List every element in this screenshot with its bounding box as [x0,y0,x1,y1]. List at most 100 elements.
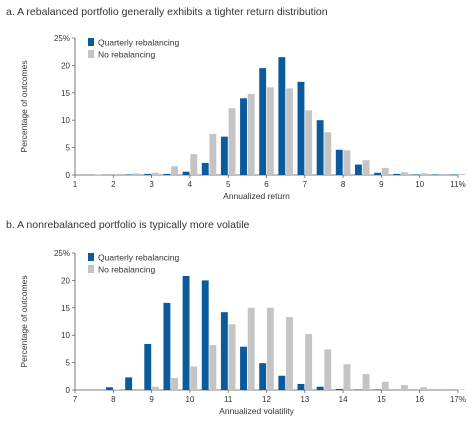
x-tick-label: 11% [450,180,465,189]
y-tick-label: 15 [61,89,70,98]
x-tick-label: 6 [264,180,269,189]
bar-no-rebalancing [151,172,159,175]
bar-quarterly-rebalancing [278,375,286,390]
bar-quarterly-rebalancing [182,276,190,390]
x-tick-label: 5 [226,180,231,189]
chart-title-b: b. A nonrebalanced portfolio is typicall… [6,219,250,231]
y-axis-label: Percentage of outcomes [19,60,29,152]
legend-label-no-rebalancing: No rebalancing [98,265,155,275]
x-tick-label: 17% [450,395,466,404]
bar-quarterly-rebalancing [144,343,152,390]
y-axis-label: Percentage of outcomes [19,275,29,367]
bar-quarterly-rebalancing [354,389,362,390]
y-tick-label: 5 [66,144,71,153]
bar-quarterly-rebalancing [182,171,190,175]
chart-a-svg: 25% 20 15 10 5 01 2 3 4 5 6 7 8 9 10 11% Annualized retu… [19,34,466,201]
bar-quarterly-rebalancing [220,312,228,390]
bar-no-rebalancing [439,388,447,390]
bar-no-rebalancing [420,173,427,175]
bar-no-rebalancing [439,173,447,175]
legend-label-no-rebalancing: No rebalancing [98,50,155,60]
bar-quarterly-rebalancing [259,363,267,390]
bar-no-rebalancing [190,154,198,175]
bar-no-rebalancing [171,377,179,390]
bar-quarterly-rebalancing [240,98,247,175]
bar-no-rebalancing [151,386,159,390]
chart-title-a: a. A rebalanced portfolio generally exhi… [6,6,328,18]
bar-no-rebalancing [228,324,236,390]
y-tick-label: 0 [66,386,71,395]
y-tick-label: 15 [61,304,70,313]
y-tick-label: 25% [54,249,70,258]
legend-label-quarterly: Quarterly rebalancing [98,38,180,48]
x-tick-label: 14 [339,395,348,404]
bar-quarterly-rebalancing [201,280,209,390]
bar-quarterly-rebalancing [220,136,228,175]
bar-no-rebalancing [247,307,255,390]
bar-no-rebalancing [400,385,408,390]
bar-quarterly-rebalancing [335,388,343,390]
y-tick-label: 10 [61,331,70,340]
bar-no-rebalancing [458,173,466,175]
bar-no-rebalancing [266,87,274,175]
bar-no-rebalancing [381,381,389,390]
bar-no-rebalancing [190,366,198,390]
bar-quarterly-rebalancing [125,174,133,175]
bar-no-rebalancing [209,345,217,390]
bar-no-rebalancing [171,166,179,175]
chart-b-svg: 25% 20 15 10 5 07 8 9 10 11 12 13 14 15 16 17% Annualize… [19,249,466,416]
x-axis-label: Annualized return [223,191,290,201]
y-tick-label: 25% [54,34,70,43]
bar-quarterly-rebalancing [106,387,113,390]
bar-quarterly-rebalancing [240,346,247,390]
bar-no-rebalancing [247,93,255,175]
x-tick-label: 9 [379,180,384,189]
bar-quarterly-rebalancing [316,120,324,175]
x-axis-label: Annualized volatility [219,406,294,416]
x-tick-label: 15 [377,395,386,404]
x-tick-label: 11 [224,395,233,404]
bar-quarterly-rebalancing [431,174,439,175]
x-tick-label: 10 [185,395,194,404]
bar-quarterly-rebalancing [125,377,133,390]
bar-no-rebalancing [209,133,217,175]
bar-quarterly-rebalancing [374,172,382,175]
bar-no-rebalancing [94,174,102,175]
bar-no-rebalancing [381,167,389,175]
bar-quarterly-rebalancing [354,164,362,175]
bar-no-rebalancing [458,389,466,390]
x-tick-label: 9 [149,395,154,404]
y-tick-label: 5 [66,359,71,368]
bar-no-rebalancing [305,110,313,175]
bar-quarterly-rebalancing [393,173,401,175]
bar-quarterly-rebalancing [335,149,343,175]
legend-swatch-quarterly [88,38,94,46]
x-tick-label: 12 [262,395,271,404]
x-tick-label: 16 [415,395,424,404]
bar-quarterly-rebalancing [297,383,305,390]
y-tick-label: 0 [66,171,71,180]
bar-no-rebalancing [420,387,427,390]
bar-no-rebalancing [286,317,293,390]
bar-quarterly-rebalancing [278,57,286,175]
bar-no-rebalancing [343,150,351,175]
legend-swatch-no-rebalancing [88,265,94,273]
x-tick-label: 10 [415,180,424,189]
x-tick-label: 8 [341,180,346,189]
y-tick-label: 20 [61,61,70,70]
x-tick-label: 3 [149,180,154,189]
x-tick-label: 1 [73,180,78,189]
bar-no-rebalancing [113,173,121,175]
legend-swatch-quarterly [88,253,94,261]
x-tick-label: 7 [73,395,78,404]
chart-panel-a: a. A rebalanced portfolio generally exhi… [6,6,466,201]
x-tick-label: 8 [111,395,116,404]
bar-quarterly-rebalancing [374,389,382,390]
bar-no-rebalancing [266,307,274,390]
bar-no-rebalancing [132,173,140,175]
x-tick-label: 2 [111,180,116,189]
bar-no-rebalancing [362,374,370,390]
x-tick-label: 4 [188,180,193,189]
bar-no-rebalancing [324,132,332,175]
bar-no-rebalancing [362,160,370,175]
